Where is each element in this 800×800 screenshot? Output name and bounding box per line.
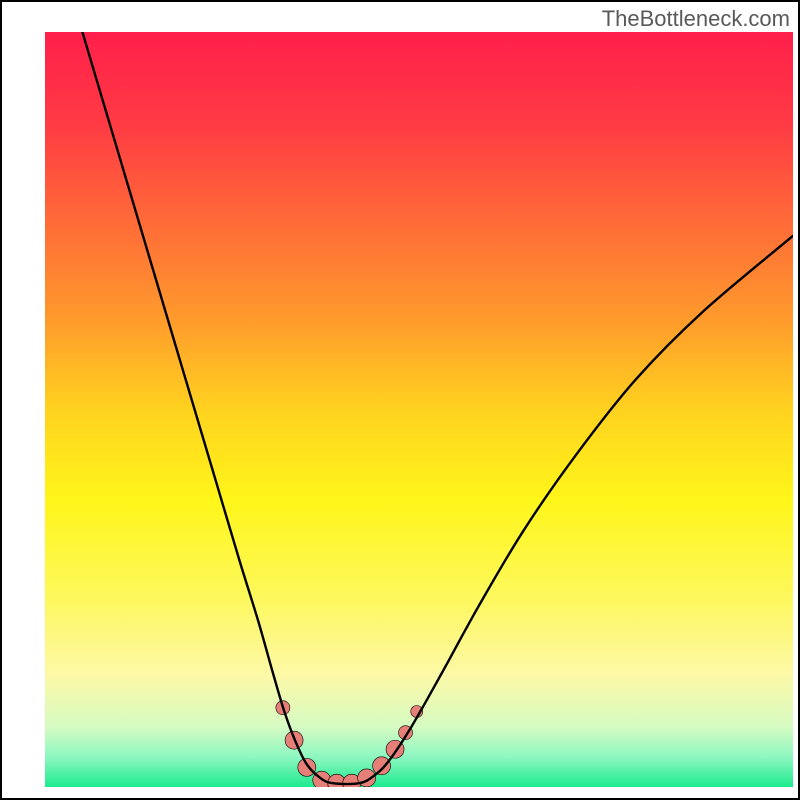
chart-frame: TheBottleneck.com: [0, 0, 800, 800]
marker-dot: [373, 757, 391, 775]
watermark-text: TheBottleneck.com: [602, 6, 790, 32]
plot-area: [45, 32, 793, 787]
marker-dot: [298, 758, 316, 776]
curve-layer: [45, 32, 793, 787]
bottleneck-curve: [82, 32, 793, 784]
